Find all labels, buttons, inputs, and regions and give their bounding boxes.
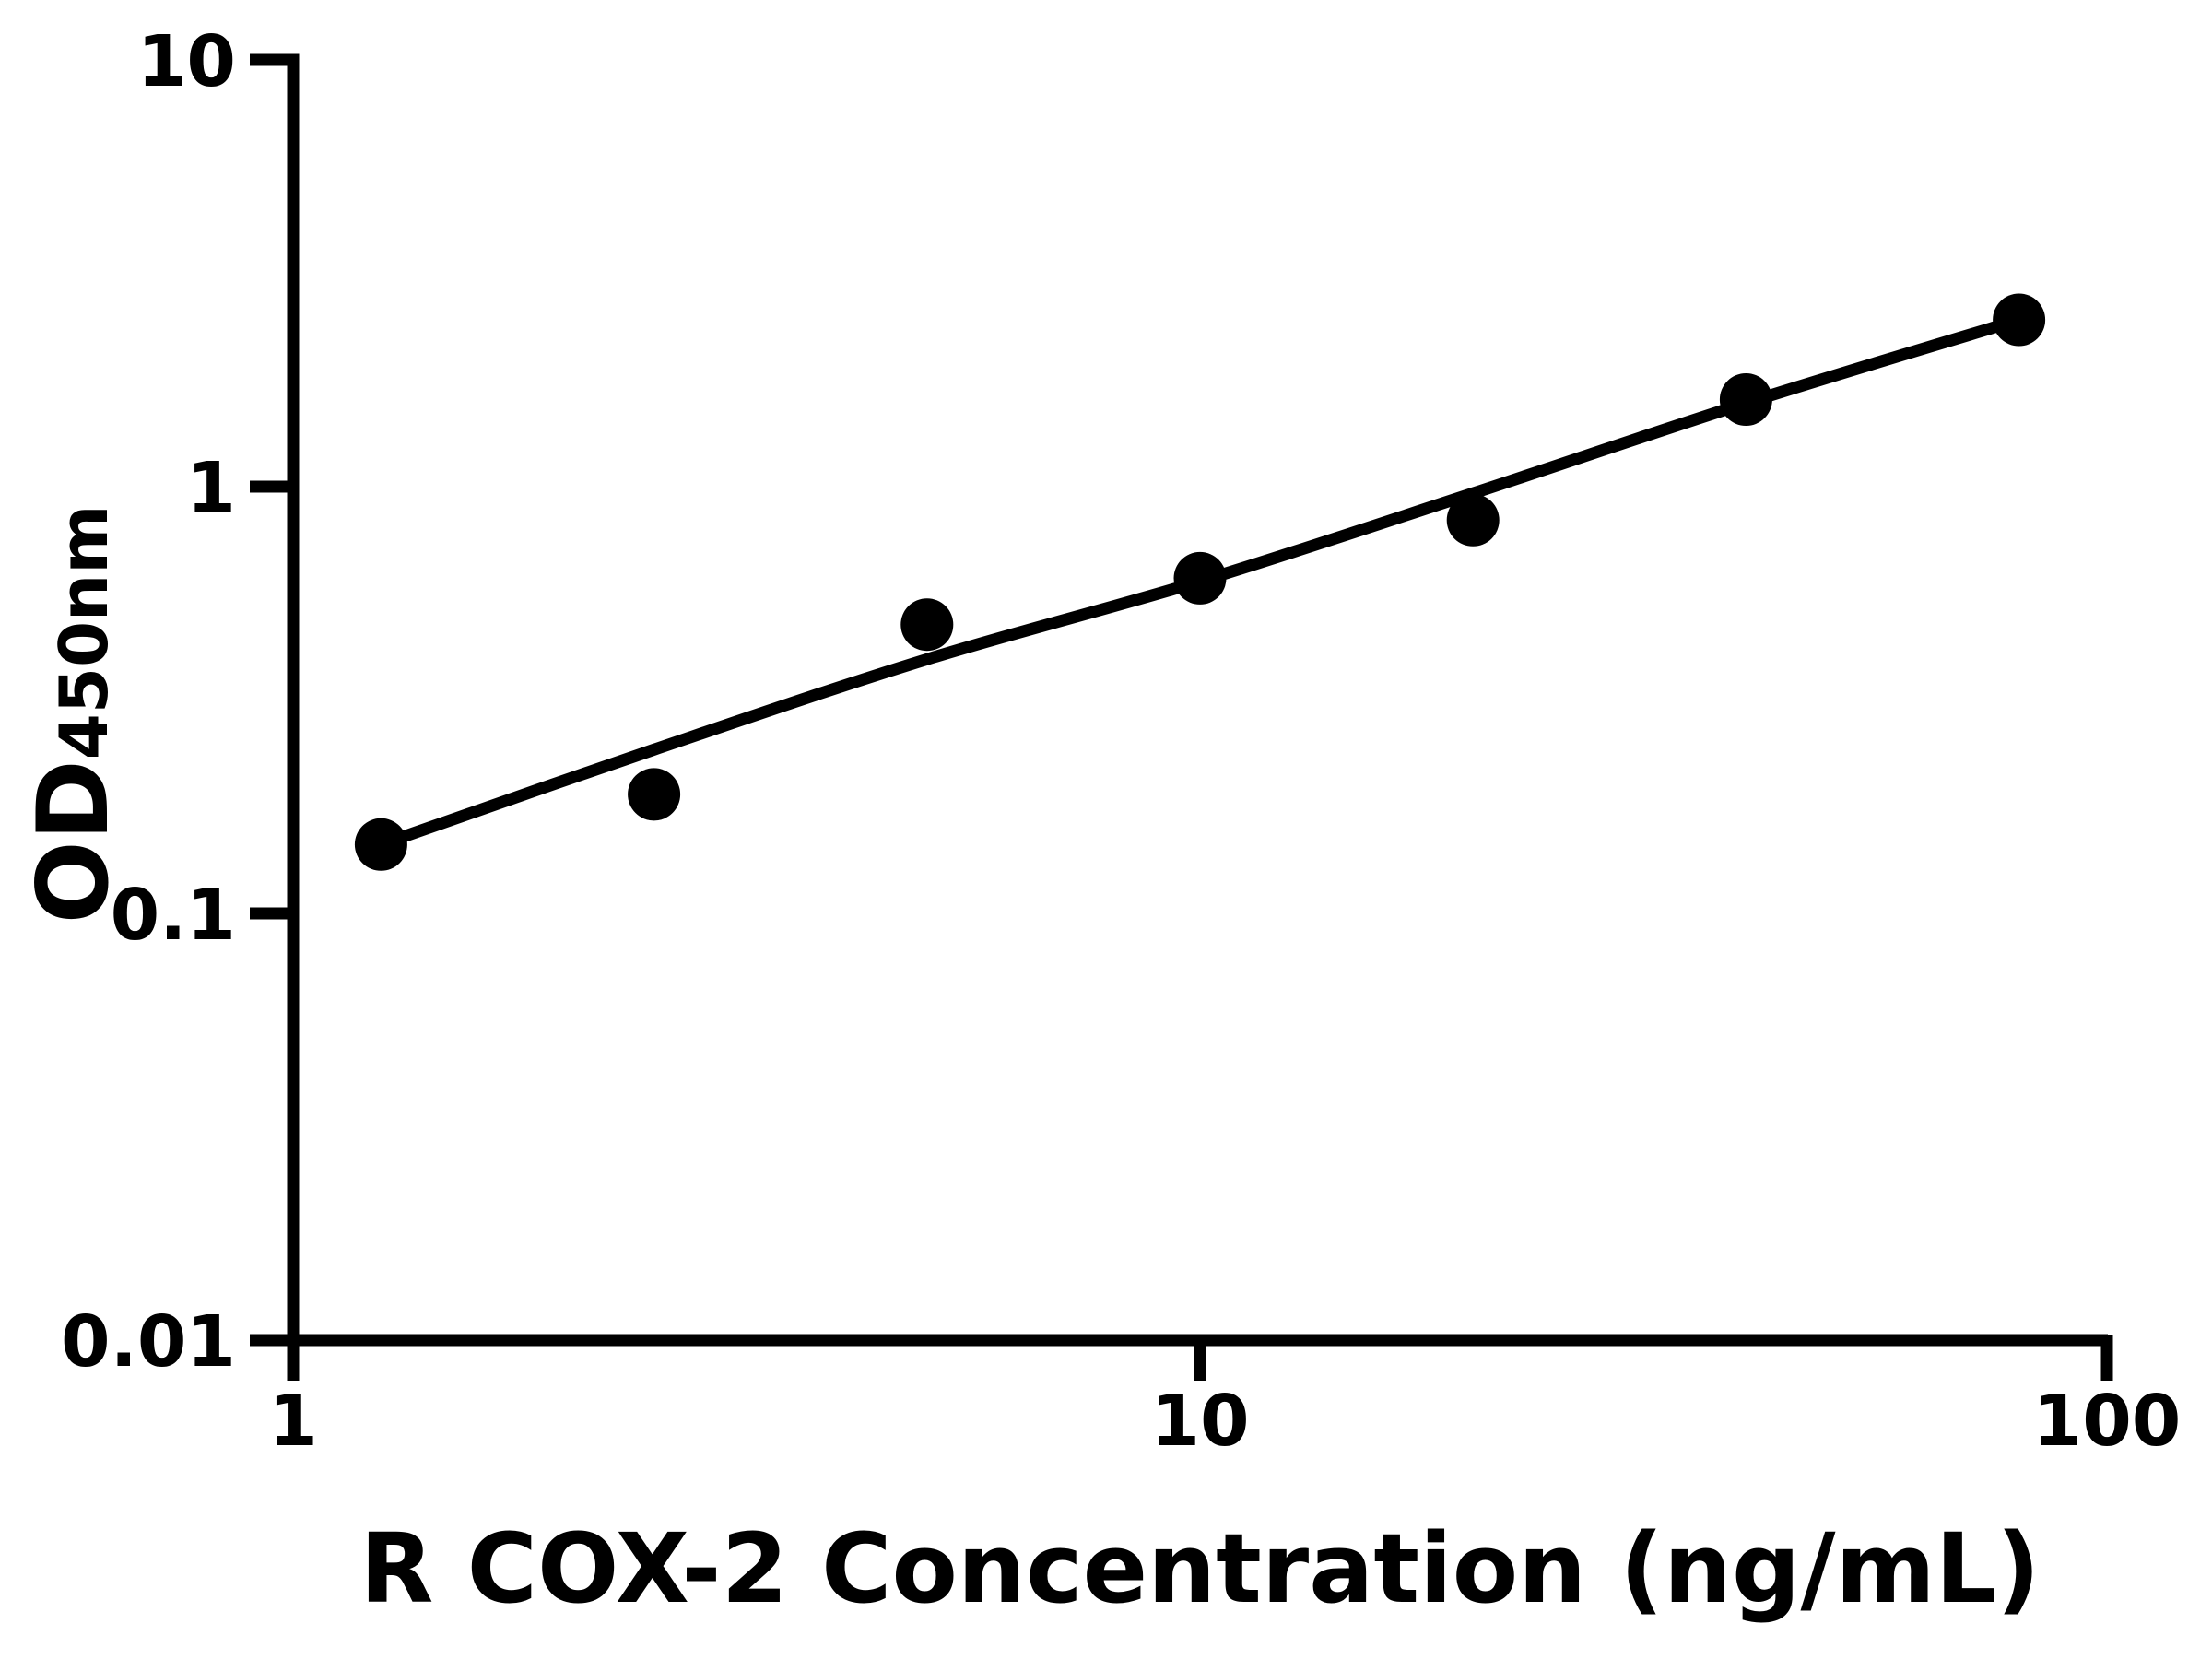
y-axis-title-sub: 450nm (45, 505, 123, 760)
y-tick-label: 1 (186, 448, 236, 530)
y-axis-title-main: OD (17, 759, 130, 924)
axes: 0.01 0.1 1 10 1 10 100 (61, 21, 2181, 1463)
y-axis-tick-labels: 0.01 0.1 1 10 (61, 21, 236, 1383)
data-point (1446, 493, 1500, 547)
axis-spines (287, 60, 2108, 1347)
x-tick-label: 1 (268, 1381, 318, 1463)
data-point (354, 818, 407, 871)
data-point (900, 598, 954, 652)
y-axis-title: OD450nm (17, 505, 130, 924)
y-tick-label: 0.1 (111, 875, 236, 957)
x-tick-label: 100 (2033, 1381, 2182, 1463)
x-axis-tick-labels: 1 10 100 (268, 1381, 2181, 1463)
data-point (1173, 551, 1227, 605)
x-tick-label: 10 (1150, 1381, 1249, 1463)
data-point (1993, 293, 2046, 347)
data-point (1719, 373, 1772, 426)
x-axis-title: R COX-2 Concentration (ng/mL) (359, 1512, 2040, 1625)
y-tick-label: 0.01 (61, 1301, 236, 1383)
x-axis-ticks (287, 1335, 2113, 1381)
data-points (354, 293, 2046, 871)
data-point (628, 768, 681, 821)
y-tick-label: 10 (137, 21, 236, 103)
